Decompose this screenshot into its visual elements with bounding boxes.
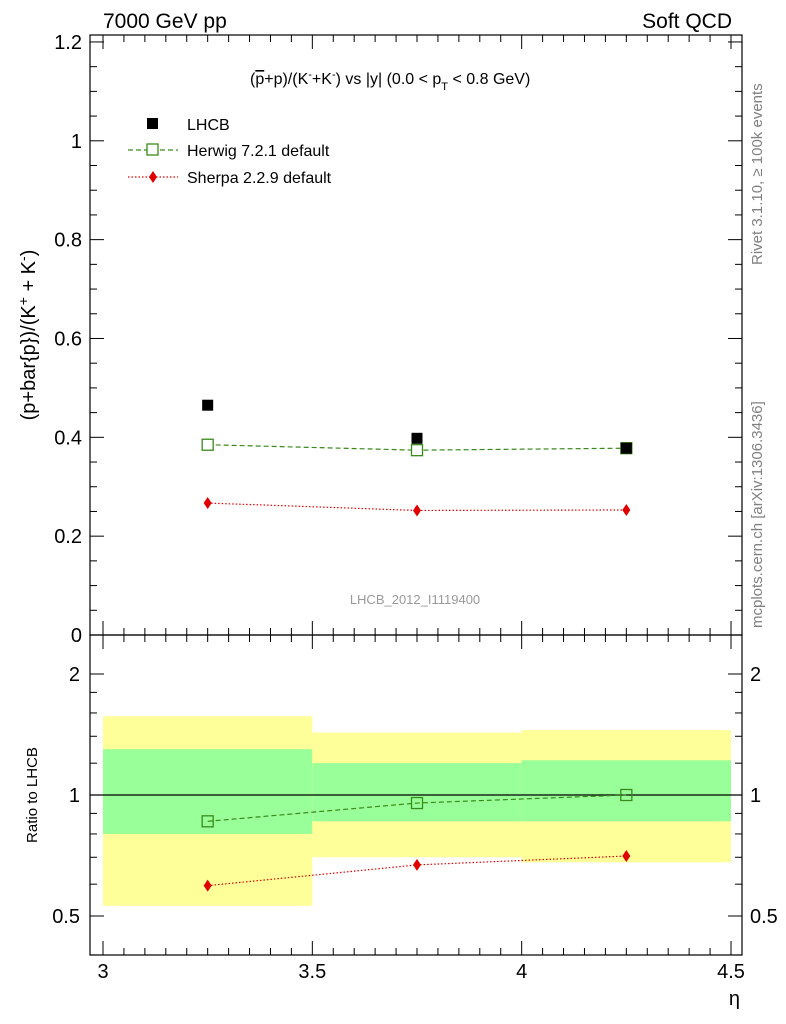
ratio-y-tick-labels: 0.5 0.5 1 1 2 2 bbox=[52, 664, 778, 928]
x-axis-label: η bbox=[729, 988, 740, 1010]
main-y-tick-label: 1.2 bbox=[54, 32, 82, 54]
ratio-band-inner bbox=[521, 760, 731, 822]
ratio-herwig-point bbox=[201, 815, 214, 828]
watermark: LHCB_2012_I1119400 bbox=[350, 592, 480, 607]
ratio-frame bbox=[89, 634, 743, 956]
main-y-tick-label: 1 bbox=[71, 131, 82, 153]
legend-marker-lhcb bbox=[147, 118, 158, 129]
ratio-band-inner bbox=[103, 749, 313, 834]
ratio-panel: 0.5 0.5 1 1 2 2 3 3.5 4 4.5 Ratio to LHCB η bbox=[24, 634, 778, 1010]
lhcb-point bbox=[202, 399, 214, 411]
ratio-sherpa-point bbox=[413, 858, 421, 871]
header-right: Soft QCD bbox=[642, 10, 732, 33]
ratio-y-tick-label-right: 0.5 bbox=[750, 906, 778, 928]
ratio-axis-ticks bbox=[90, 635, 742, 956]
x-tick-label: 3 bbox=[97, 961, 108, 983]
sherpa-point bbox=[622, 503, 631, 516]
ratio-y-tick-label-right: 1 bbox=[750, 785, 761, 807]
main-y-tick-label: 0.6 bbox=[54, 328, 82, 350]
main-y-tick-label: 0 bbox=[71, 625, 82, 647]
header-left: 7000 GeV pp bbox=[103, 10, 227, 33]
ratio-y-tick-label-right: 2 bbox=[750, 664, 761, 686]
sherpa-point bbox=[413, 504, 421, 517]
main-panel: 0 0.2 0.4 0.6 0.8 1 1.2 (p+p)/(K-+K-) vs |y| (… bbox=[15, 32, 743, 647]
ratio-y-tick-label: 1 bbox=[69, 785, 80, 807]
ratio-y-tick-label: 2 bbox=[69, 664, 80, 686]
lhcb-point bbox=[411, 432, 423, 444]
legend-marker-herwig bbox=[146, 143, 159, 156]
main-y-tick-label: 0.2 bbox=[54, 526, 82, 548]
legend-label-lhcb: LHCB bbox=[187, 117, 230, 134]
herwig-point bbox=[201, 438, 214, 451]
x-tick-label: 3.5 bbox=[298, 961, 326, 983]
herwig-point bbox=[410, 444, 424, 457]
ratio-sherpa-point bbox=[203, 879, 212, 892]
main-series-layer bbox=[201, 399, 633, 517]
ratio-bands bbox=[103, 716, 731, 906]
x-tick-label: 4 bbox=[516, 961, 527, 983]
ratio-series-layer bbox=[201, 788, 633, 892]
ratio-herwig-point bbox=[410, 796, 424, 810]
sherpa-point bbox=[203, 497, 212, 510]
mcplots-label: mcplots.cern.ch [arXiv:1306.3436] bbox=[749, 401, 766, 628]
legend-label-herwig: Herwig 7.2.1 default bbox=[187, 143, 330, 160]
legend-label-sherpa: Sherpa 2.2.9 default bbox=[187, 170, 332, 187]
main-y-tick-labels: 0 0.2 0.4 0.6 0.8 1 1.2 bbox=[54, 32, 82, 647]
ratio-band-inner bbox=[312, 763, 522, 822]
main-y-tick-label: 0.4 bbox=[54, 427, 82, 449]
main-y-label: (p+bar{p})/(K+ + K-) bbox=[15, 250, 40, 421]
legend: LHCB Herwig 7.2.1 default Sherpa 2.2.9 d… bbox=[128, 117, 332, 187]
main-axis-ticks bbox=[90, 35, 742, 636]
ratio-y-label: Ratio to LHCB bbox=[24, 747, 41, 843]
x-tick-label: 4.5 bbox=[717, 961, 745, 983]
ratio-y-tick-label: 0.5 bbox=[52, 906, 80, 928]
legend-marker-sherpa bbox=[149, 171, 157, 183]
ratio-herwig-point bbox=[620, 788, 633, 802]
ratio-sherpa-point bbox=[622, 850, 631, 863]
rivet-label: Rivet 3.1.10, ≥ 100k events bbox=[749, 83, 766, 265]
lhcb-point bbox=[620, 442, 632, 454]
x-tick-labels: 3 3.5 4 4.5 bbox=[97, 961, 744, 983]
main-title: (p+p)/(K-+K-) vs |y| (0.0 < pT < 0.8 GeV… bbox=[250, 69, 530, 93]
ratio-herwig-line bbox=[207, 794, 627, 822]
main-y-tick-label: 0.8 bbox=[54, 230, 82, 252]
